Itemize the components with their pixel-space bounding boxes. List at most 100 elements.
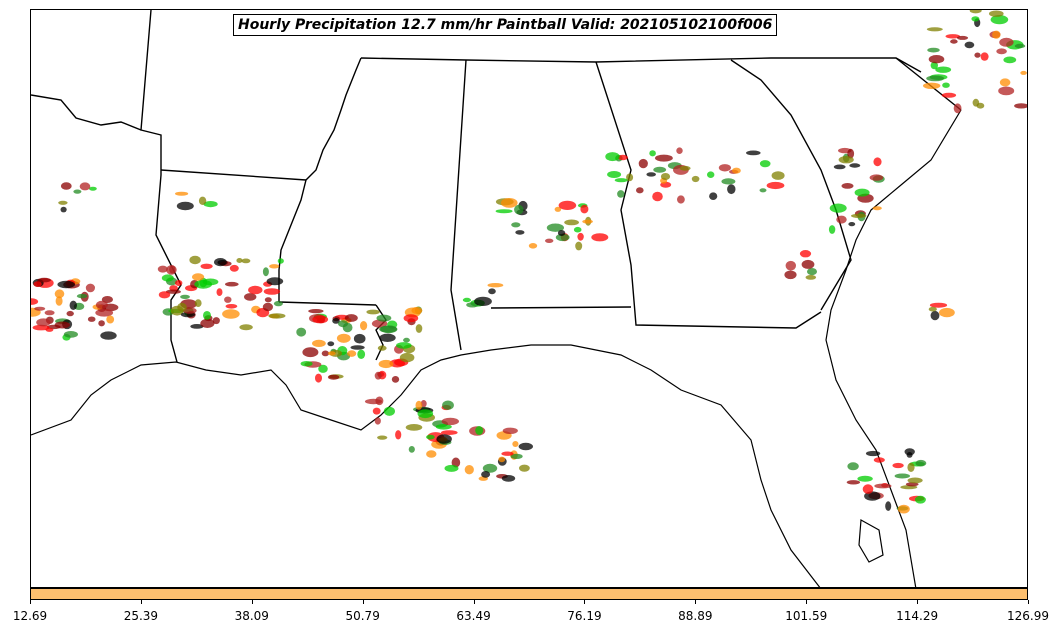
precip-blob	[268, 313, 286, 319]
precip-blob	[36, 318, 51, 327]
precip-blob	[31, 298, 39, 305]
precip-blob	[33, 281, 42, 287]
precip-blob	[848, 222, 856, 227]
precip-blob	[436, 434, 452, 444]
precip-blob	[396, 342, 412, 349]
precip-blob	[945, 34, 961, 39]
precip-blob	[214, 258, 227, 267]
precip-blob	[357, 349, 366, 359]
precip-blob	[54, 289, 65, 299]
precip-blob	[344, 314, 358, 322]
precip-blob	[60, 182, 72, 190]
precip-blob	[872, 206, 882, 211]
precip-blob	[998, 86, 1015, 96]
precip-blob	[296, 327, 307, 337]
precip-blob	[746, 150, 761, 156]
precip-blob	[229, 264, 239, 272]
precip-blob	[482, 463, 498, 473]
precip-blob	[403, 314, 419, 323]
precip-blob	[953, 103, 962, 114]
precip-blob	[347, 350, 357, 357]
precip-blob	[444, 464, 459, 472]
precip-blob	[964, 41, 975, 49]
precip-blob	[236, 258, 243, 263]
precip-blob	[1003, 56, 1017, 64]
precip-blob	[338, 320, 348, 328]
precip-blob	[638, 158, 648, 169]
precip-blob	[481, 471, 491, 478]
precip-blob	[929, 302, 948, 308]
precip-blob	[399, 352, 415, 363]
precip-blob	[79, 182, 91, 191]
precip-blob	[244, 293, 257, 301]
precip-blob	[415, 400, 423, 410]
precip-blob	[248, 285, 263, 295]
precip-blob	[224, 296, 232, 303]
precip-blob	[575, 241, 583, 251]
precip-blob	[37, 277, 51, 283]
precip-blob	[189, 255, 201, 265]
precip-blob	[854, 188, 870, 197]
precip-blob	[464, 465, 474, 475]
precip-blob	[557, 230, 566, 236]
precip-blob	[894, 473, 910, 479]
precipitation-blobs	[31, 10, 1027, 514]
precip-blob	[377, 435, 388, 440]
precip-blob	[85, 283, 95, 293]
colorbar-tick-label: 38.09	[234, 609, 269, 623]
colorbar-tick-label: 114.29	[896, 609, 939, 623]
map-title: Hourly Precipitation 12.7 mm/hr Paintbal…	[233, 14, 778, 36]
precip-blob	[833, 164, 846, 170]
precip-blob	[691, 175, 700, 183]
precip-blob	[327, 374, 340, 380]
precip-blob	[514, 204, 524, 215]
precip-blob	[999, 37, 1014, 47]
precip-blob	[709, 192, 718, 200]
precip-blob	[158, 291, 171, 299]
precip-blob	[676, 147, 683, 154]
precip-blob	[546, 223, 565, 232]
precip-blob	[950, 39, 958, 44]
precipitation-map	[31, 10, 1027, 587]
precip-blob	[89, 186, 97, 191]
precip-blob	[1020, 70, 1027, 75]
precip-blob	[847, 148, 855, 159]
precip-blob	[376, 314, 392, 322]
precip-blob	[318, 364, 328, 373]
colorbar-tickmark	[30, 600, 31, 604]
precip-blob	[175, 191, 189, 196]
precip-blob	[646, 172, 656, 177]
map-panel	[30, 9, 1028, 588]
precip-blob	[846, 480, 861, 485]
precip-blob	[851, 213, 867, 218]
precip-blob	[198, 196, 207, 205]
precip-blob	[785, 260, 796, 271]
precip-blob	[95, 300, 108, 309]
precip-blob	[442, 400, 454, 410]
colorbar-tickmark	[584, 600, 586, 604]
precip-blob	[907, 477, 923, 484]
precip-blob	[200, 263, 213, 269]
precip-blob	[545, 238, 554, 243]
precip-blob	[614, 178, 628, 183]
precip-blob	[451, 457, 461, 468]
precip-blob	[759, 160, 771, 168]
precip-blob	[501, 475, 516, 482]
colorbar-tickmark	[140, 600, 142, 604]
precip-blob	[498, 456, 506, 463]
precip-blob	[263, 288, 281, 295]
precip-blob	[649, 150, 656, 157]
precip-blob	[501, 198, 518, 208]
precip-blob	[44, 310, 55, 316]
precip-blob	[555, 233, 570, 242]
precip-blob	[462, 297, 471, 303]
precip-blob	[869, 174, 884, 181]
precip-blob	[828, 225, 836, 234]
precip-blob	[515, 230, 525, 235]
precip-blob	[98, 320, 105, 327]
precip-blob	[990, 15, 1009, 25]
colorbar-tickmark	[362, 600, 364, 604]
precip-blob	[573, 226, 582, 233]
precip-blob	[241, 258, 251, 264]
precip-blob	[580, 204, 589, 214]
